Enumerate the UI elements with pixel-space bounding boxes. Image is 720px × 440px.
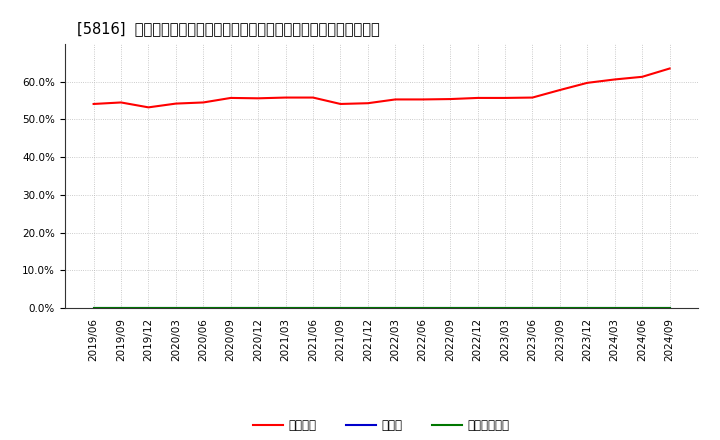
のれん: [446, 305, 454, 311]
自己資本: [364, 101, 372, 106]
のれん: [199, 305, 207, 311]
繰延税金資産: [556, 305, 564, 311]
繰延税金資産: [418, 305, 427, 311]
自己資本: [254, 95, 263, 101]
のれん: [611, 305, 619, 311]
繰延税金資産: [528, 305, 537, 311]
繰延税金資産: [611, 305, 619, 311]
のれん: [583, 305, 592, 311]
繰延税金資産: [117, 305, 125, 311]
繰延税金資産: [500, 305, 509, 311]
自己資本: [611, 77, 619, 82]
自己資本: [309, 95, 318, 100]
繰延税金資産: [473, 305, 482, 311]
のれん: [391, 305, 400, 311]
繰延税金資産: [282, 305, 290, 311]
自己資本: [89, 101, 98, 106]
繰延税金資産: [665, 305, 674, 311]
のれん: [171, 305, 180, 311]
自己資本: [117, 100, 125, 105]
繰延税金資産: [144, 305, 153, 311]
自己資本: [418, 97, 427, 102]
のれん: [117, 305, 125, 311]
のれん: [89, 305, 98, 311]
自己資本: [473, 95, 482, 101]
自己資本: [391, 97, 400, 102]
のれん: [665, 305, 674, 311]
のれん: [144, 305, 153, 311]
のれん: [500, 305, 509, 311]
自己資本: [446, 96, 454, 102]
繰延税金資産: [446, 305, 454, 311]
自己資本: [500, 95, 509, 101]
自己資本: [144, 105, 153, 110]
のれん: [309, 305, 318, 311]
自己資本: [665, 66, 674, 71]
のれん: [528, 305, 537, 311]
のれん: [556, 305, 564, 311]
自己資本: [638, 74, 647, 80]
繰延税金資産: [638, 305, 647, 311]
のれん: [282, 305, 290, 311]
自己資本: [528, 95, 537, 100]
のれん: [254, 305, 263, 311]
自己資本: [556, 88, 564, 93]
のれん: [226, 305, 235, 311]
繰延税金資産: [254, 305, 263, 311]
繰延税金資産: [336, 305, 345, 311]
Text: [5816]  自己資本、のれん、繰延税金資産の総資産に対する比率の推移: [5816] 自己資本、のれん、繰延税金資産の総資産に対する比率の推移: [78, 21, 380, 36]
のれん: [364, 305, 372, 311]
自己資本: [583, 80, 592, 85]
のれん: [336, 305, 345, 311]
自己資本: [282, 95, 290, 100]
のれん: [418, 305, 427, 311]
繰延税金資産: [226, 305, 235, 311]
繰延税金資産: [391, 305, 400, 311]
繰延税金資産: [199, 305, 207, 311]
繰延税金資産: [309, 305, 318, 311]
繰延税金資産: [89, 305, 98, 311]
Line: 自己資本: 自己資本: [94, 69, 670, 107]
のれん: [638, 305, 647, 311]
自己資本: [171, 101, 180, 106]
自己資本: [336, 101, 345, 106]
自己資本: [226, 95, 235, 101]
Legend: 自己資本, のれん, 繰延税金資産: 自己資本, のれん, 繰延税金資産: [248, 414, 515, 436]
繰延税金資産: [583, 305, 592, 311]
のれん: [473, 305, 482, 311]
繰延税金資産: [171, 305, 180, 311]
自己資本: [199, 100, 207, 105]
繰延税金資産: [364, 305, 372, 311]
